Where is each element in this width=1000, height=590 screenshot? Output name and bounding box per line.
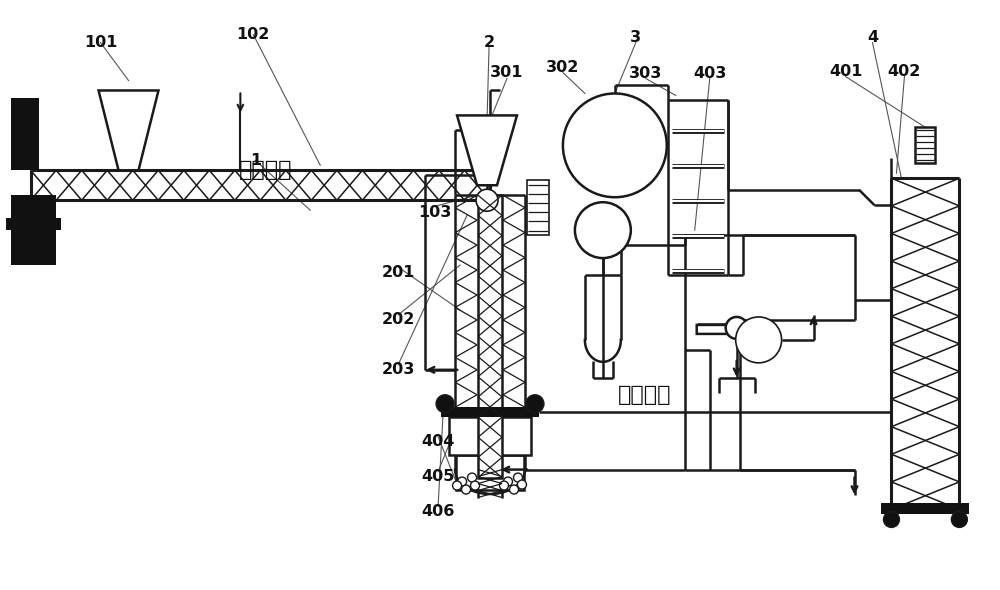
Circle shape — [468, 473, 477, 482]
Circle shape — [509, 485, 518, 494]
Text: 401: 401 — [829, 64, 862, 79]
Text: 高温烟气: 高温烟气 — [618, 385, 672, 405]
Bar — [441, 407, 539, 417]
Circle shape — [575, 202, 631, 258]
Text: 402: 402 — [888, 64, 921, 79]
Text: 303: 303 — [629, 66, 662, 81]
Circle shape — [517, 480, 526, 489]
Text: 中温烟气: 中温烟气 — [239, 160, 292, 181]
Circle shape — [462, 485, 471, 494]
Text: 405: 405 — [421, 469, 455, 484]
Text: 1: 1 — [250, 153, 261, 168]
Bar — [11, 99, 39, 171]
Circle shape — [436, 395, 454, 413]
Text: 2: 2 — [483, 35, 495, 50]
Polygon shape — [457, 116, 517, 185]
Circle shape — [453, 481, 462, 490]
Text: 301: 301 — [490, 65, 524, 80]
Bar — [527, 181, 549, 235]
Circle shape — [726, 317, 748, 339]
Circle shape — [563, 93, 667, 197]
Circle shape — [883, 512, 899, 527]
Circle shape — [500, 481, 508, 490]
Bar — [449, 417, 531, 455]
Text: 302: 302 — [546, 60, 580, 75]
Circle shape — [736, 317, 782, 363]
Bar — [6, 218, 61, 230]
Text: 203: 203 — [381, 362, 415, 378]
Bar — [456, 455, 524, 490]
Text: 202: 202 — [381, 313, 415, 327]
Text: 406: 406 — [421, 504, 455, 519]
Circle shape — [503, 477, 512, 486]
Bar — [915, 127, 935, 163]
Text: 404: 404 — [421, 434, 455, 449]
Text: 403: 403 — [693, 66, 726, 81]
Bar — [478, 195, 502, 477]
Circle shape — [526, 395, 544, 413]
Bar — [881, 503, 969, 514]
Circle shape — [458, 477, 467, 486]
Text: 3: 3 — [630, 30, 641, 45]
Polygon shape — [697, 325, 772, 334]
Text: 102: 102 — [237, 27, 270, 42]
Text: 201: 201 — [381, 264, 415, 280]
Bar — [11, 195, 56, 265]
Text: 103: 103 — [418, 205, 452, 219]
Circle shape — [513, 473, 522, 482]
Circle shape — [951, 512, 967, 527]
Polygon shape — [99, 90, 158, 171]
Circle shape — [471, 481, 480, 490]
Text: 101: 101 — [84, 35, 117, 50]
Text: 4: 4 — [867, 30, 878, 45]
Circle shape — [476, 189, 498, 211]
